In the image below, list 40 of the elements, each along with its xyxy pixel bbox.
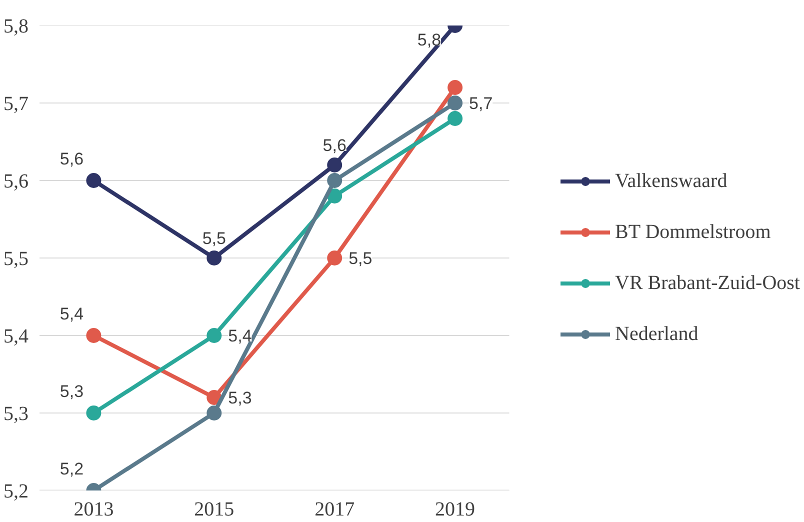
point [448, 80, 463, 95]
point [327, 158, 342, 172]
point [327, 188, 342, 204]
data-label: 5,5 [348, 249, 372, 268]
data-label: 5,3 [228, 388, 252, 408]
point [86, 406, 102, 420]
point [206, 406, 222, 420]
x-tick-label: 2017 [314, 498, 355, 520]
point [86, 328, 102, 343]
data-label: 5,7 [469, 94, 493, 113]
y-tick-label: 5,2 [4, 480, 28, 502]
x-tick-label: 2015 [194, 498, 234, 520]
data-label: 5,6 [60, 150, 84, 168]
y-tick-label: 5,3 [4, 403, 28, 425]
data-label: 5,6 [322, 136, 346, 155]
data-label: 5,4 [60, 304, 84, 324]
point [206, 250, 222, 266]
y-tick-label: 5,6 [4, 170, 28, 192]
data-label: 5,4 [228, 326, 252, 346]
point [206, 390, 222, 405]
y-tick-label: 5,4 [4, 326, 28, 348]
legend-label: Valkenswaard [615, 170, 728, 192]
point [448, 96, 463, 110]
y-tick-label: 5,7 [4, 93, 28, 115]
legend-label: Nederland [615, 322, 698, 346]
data-label: 5,5 [202, 229, 226, 248]
point [327, 250, 342, 266]
point [86, 173, 102, 188]
y-tick-label: 5,5 [4, 248, 28, 270]
data-label: 5,8 [417, 30, 442, 50]
x-tick-label: 2019 [435, 498, 476, 520]
legend-label: BT Dommelstroom [615, 220, 771, 244]
y-tick-label: 5,8 [4, 16, 28, 38]
x-tick-label: 2013 [74, 498, 114, 520]
point [206, 328, 222, 343]
legend-label: VR Brabant-Zuid-Oost [615, 272, 800, 294]
point [448, 111, 463, 126]
data-label: 5,2 [60, 460, 84, 478]
point [327, 173, 342, 188]
data-label: 5,3 [60, 382, 84, 401]
